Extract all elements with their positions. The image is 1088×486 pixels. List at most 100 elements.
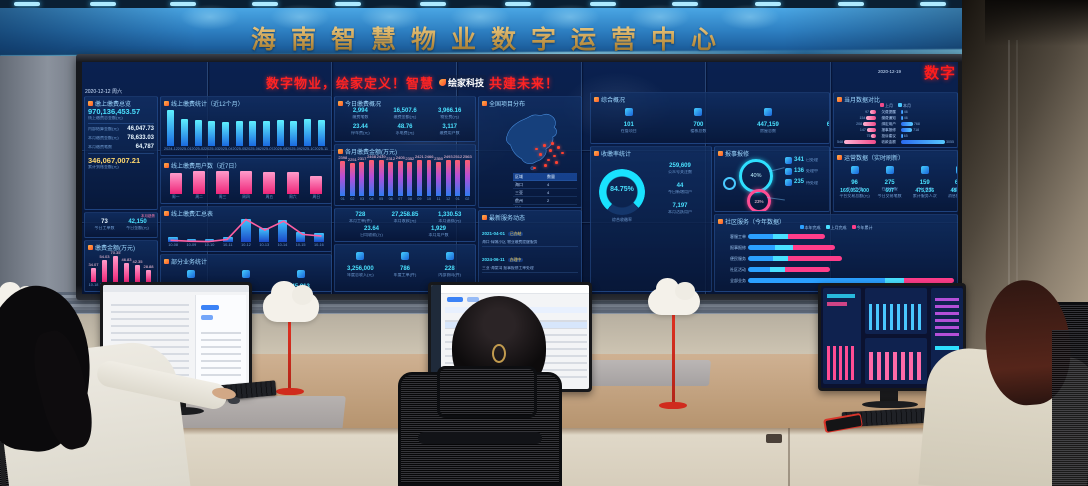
bar [246, 107, 260, 146]
bar: 2512 [453, 155, 463, 196]
bar [205, 107, 219, 146]
stat-cell: 23.64 日均收款(万) [360, 226, 383, 238]
stat-cell: 73 今日工单数 [94, 219, 115, 231]
stat-cell: 1,929 本月用户数 [428, 226, 449, 238]
screen-seam [830, 62, 831, 294]
downlight-glow [360, 4, 420, 30]
stat-value: 970,136,453.57 [88, 107, 141, 116]
bar [287, 107, 301, 146]
chair-edge [1052, 330, 1088, 486]
button-pill [447, 297, 463, 302]
stat-icon [187, 270, 196, 278]
bar [182, 217, 200, 242]
panel-online-payment-chart: 线上缴费统计（近12个月） 2024-12 2025-01 2025-02 2025-… [160, 96, 332, 156]
map-markers [481, 107, 581, 175]
bar [219, 217, 237, 242]
bar: 42.35 [132, 251, 143, 282]
stacked-row: 客服工单 [718, 231, 954, 242]
bar [310, 217, 328, 242]
map-marker [539, 153, 542, 156]
downlight-glow [630, 4, 690, 30]
mini-bars [869, 304, 923, 330]
panel-community-service: 社区服务（今年数据） 本年完成 上月完成 今年累计 客服工单 报事报修 便民服务 社区活动… [714, 214, 958, 292]
stat-cell: 3,256,000 年度总收入(元) [338, 247, 383, 279]
bar [178, 107, 192, 146]
flame-icon [439, 78, 447, 86]
bar: 28.88 [143, 251, 154, 282]
stat-icon [885, 166, 894, 174]
stat-cell: 616设备告警 [942, 161, 957, 193]
stat-cell: 475,236 累计服务人次 [912, 188, 937, 199]
stat-cell: 96 今日工单 [837, 161, 872, 193]
stacked-row: 便民服务 [718, 253, 954, 264]
stat-cell: 607 今日交易笔数 [877, 188, 902, 199]
downlight-glow [270, 4, 330, 30]
map-marker [555, 161, 558, 164]
tornado-row: 75 投诉建议 65 [866, 133, 908, 139]
map-marker [561, 151, 564, 155]
left-wall [0, 56, 80, 306]
stat-icon [624, 108, 633, 116]
stat-cell: 3,966.16 物业费(元) [438, 108, 462, 120]
downlight-glow [540, 4, 600, 30]
downlight-glow [450, 4, 510, 30]
wall-highlight [1008, 40, 1010, 370]
stat-value: 346,067,007.21 [88, 156, 141, 166]
bar: 34.07 [88, 251, 99, 282]
stat-cell: 101 在管项目 [594, 103, 664, 135]
led-light [14, 2, 40, 6]
bar: 2352 [405, 155, 415, 196]
bar [255, 217, 273, 242]
panel-icon [88, 100, 93, 106]
bar-chart [164, 107, 328, 146]
stat-icon [356, 252, 365, 260]
bar [187, 169, 210, 194]
wall-highlight [1016, 40, 1018, 370]
bar: 2350 [434, 155, 444, 196]
bar-chart: 2398 2251 2317 2468 2439 2312 2405 2352 2421 2466… [338, 155, 472, 196]
panel-icon [164, 258, 169, 264]
panel-icon [164, 210, 169, 216]
panel-icon [837, 154, 842, 160]
bar: 2251 [348, 155, 358, 196]
panel-icon [837, 96, 842, 102]
wall-datetime-left: 2020-12-12 周六 [85, 89, 122, 95]
panel-icon [482, 214, 487, 220]
x-axis-labels: 周一 周二 周三 周四 周五 周六 周日 [171, 195, 321, 199]
map-marker [549, 149, 552, 152]
cloud-sign [263, 280, 319, 322]
videowall-screen: 2020-12-12 周六 2020-12-19 数字物业，绘家定义！智慧 绘家… [82, 62, 958, 294]
stat-cells: 3,256,000 年度总收入(元) 786 年度工单(件) 228 内部协同(件) [338, 247, 472, 289]
bar [292, 217, 310, 242]
stat-cell: 27,258.85 本月收款(元) [391, 212, 419, 224]
bar [191, 107, 205, 146]
legend-item: 136 处理中 [785, 168, 829, 176]
panel-icon [594, 96, 599, 102]
stat-cell: 159 今日巡更 [907, 161, 942, 193]
tornado-row: 154 缴费通知 46 [859, 115, 908, 121]
stat-cell: 48.76 水电费(元) [395, 123, 415, 135]
panel-icon [718, 218, 723, 224]
bar: 2317 [357, 155, 367, 196]
chair-headrest [437, 366, 537, 418]
stat-icon [920, 166, 929, 174]
tornado-row: 97 欠费提醒 46 [865, 109, 908, 115]
stat-cell: 259,609 公众号关注数 [668, 163, 692, 175]
stat-cell: 7,197 本月活跃用户 [668, 202, 692, 215]
panel-icon [718, 150, 723, 156]
mini-bars [935, 296, 959, 336]
mini-bars [869, 352, 923, 380]
bar: 70.35 [110, 251, 121, 282]
button-pill [467, 297, 479, 302]
map-marker [551, 142, 554, 145]
stacked-chart: 客服工单 报事报修 便民服务 社区活动 全部业务 [718, 231, 954, 286]
legend-icon [785, 157, 792, 165]
mini-stat [827, 294, 855, 298]
bar [301, 107, 315, 146]
bubble-legend: 341 已处理 136 处理中 235 待处理 [785, 157, 829, 191]
stat-label: 累计到账金额(元) [88, 165, 119, 170]
drawer-handle [766, 434, 782, 443]
panel-small-stats: 73 今日工单数 42,150 今日金额(元) 本月趋势 [84, 212, 158, 238]
stat-icon [401, 252, 409, 260]
button-pill [201, 305, 219, 310]
